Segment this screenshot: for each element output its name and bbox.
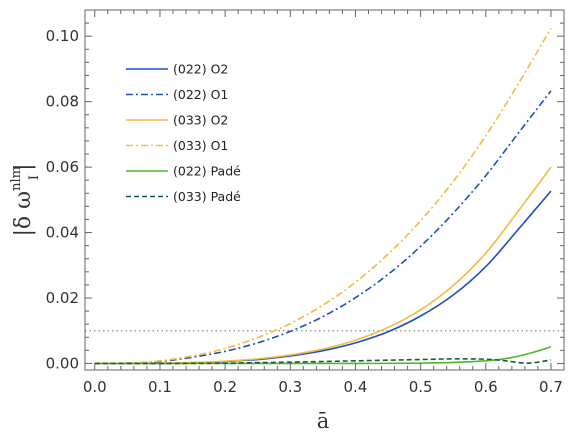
legend-entry: (033) O1 xyxy=(126,138,228,153)
plot-frame xyxy=(84,9,565,371)
series-line-4 xyxy=(94,27,552,365)
series-line-1 xyxy=(94,190,552,365)
y-tick-label: 0.10 xyxy=(46,27,79,45)
x-tick-label: 0.4 xyxy=(344,378,368,396)
legend-entry: (033) O2 xyxy=(126,113,228,128)
y-axis-label: |δ ωnlm I| xyxy=(9,163,42,236)
legend-entry: (022) O2 xyxy=(126,62,228,77)
x-axis-label: ā xyxy=(317,409,330,433)
x-tick-label: 0.0 xyxy=(83,378,107,396)
legend-label: (033) Padé xyxy=(173,189,241,204)
legend-label: (022) O1 xyxy=(173,87,228,102)
x-tick-label: 0.2 xyxy=(213,378,237,396)
x-tick-label: 0.3 xyxy=(278,378,302,396)
x-tick-label: 0.7 xyxy=(539,378,563,396)
x-tick-label: 0.5 xyxy=(409,378,433,396)
y-tick-label: 0.04 xyxy=(46,224,79,242)
y-tick-label: 0.00 xyxy=(46,354,79,372)
series-line-3 xyxy=(94,166,552,365)
legend-entry: (022) Padé xyxy=(126,164,241,179)
y-axis-label-text: |δ ωnlm I| xyxy=(9,163,42,236)
legend-entry: (033) Padé xyxy=(126,189,241,204)
y-tick-label: 0.06 xyxy=(46,158,79,176)
legend-label: (033) O2 xyxy=(173,113,228,128)
x-tick-label: 0.1 xyxy=(148,378,172,396)
y-tick-label: 0.02 xyxy=(46,289,79,307)
legend-label: (022) Padé xyxy=(173,164,241,179)
y-tick-label: 0.08 xyxy=(46,93,79,111)
legend-entry: (022) O1 xyxy=(126,87,228,102)
x-tick-label: 0.6 xyxy=(474,378,498,396)
legend-label: (022) O2 xyxy=(173,62,228,77)
legend-label: (033) O1 xyxy=(173,138,228,153)
series-line-2 xyxy=(94,90,552,365)
